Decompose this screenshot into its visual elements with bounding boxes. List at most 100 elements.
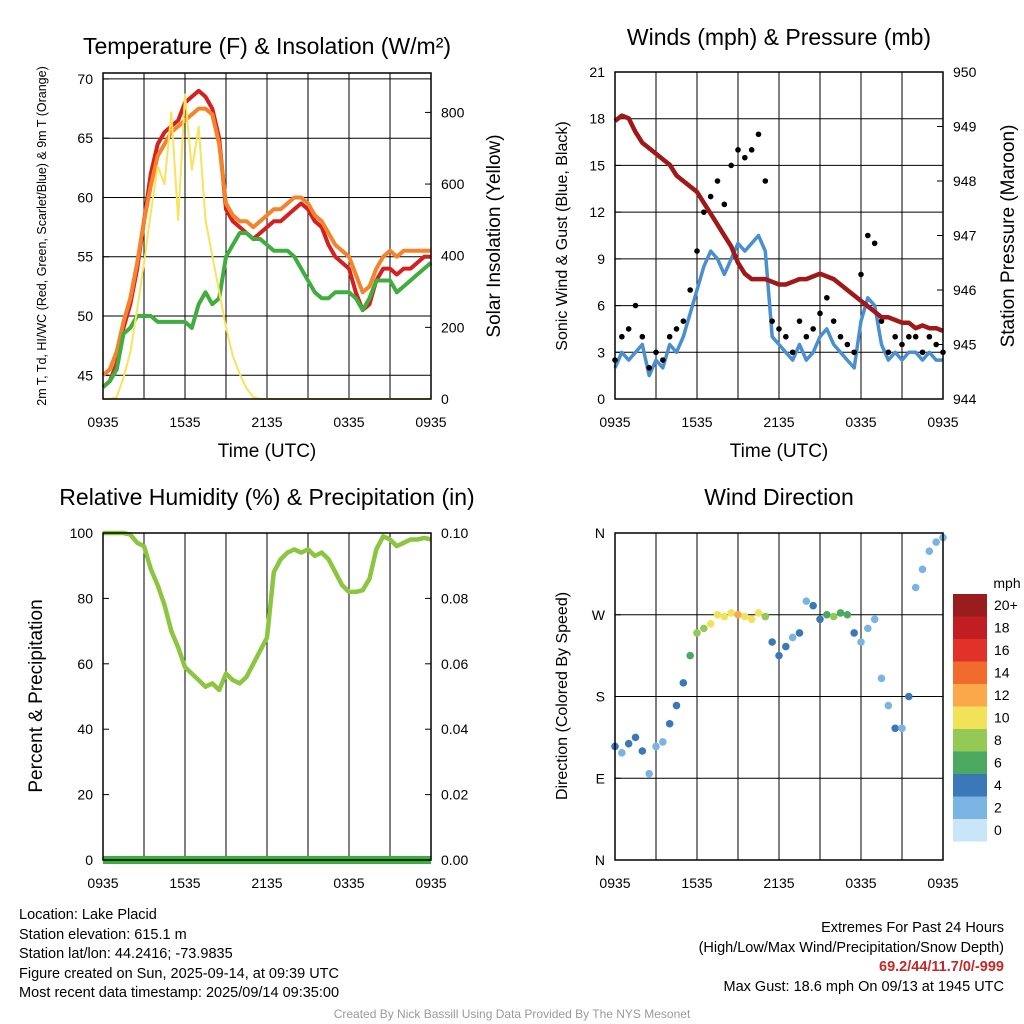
y-tick-label: 20 bbox=[77, 787, 93, 803]
legend-swatch bbox=[953, 706, 987, 729]
chart-title: Relative Humidity (%) & Precipitation (i… bbox=[59, 484, 474, 510]
panel-1: 0935 1535 2135 0335 0935 Temperature (F) & In… bbox=[35, 33, 505, 462]
gust-point bbox=[639, 333, 646, 340]
y-tick-label: W bbox=[592, 607, 606, 623]
panel-4: 0935 1535 2135 0335 0935 Wind Direction N E S W N D… bbox=[554, 484, 1021, 891]
y-tick-label: 80 bbox=[77, 590, 93, 606]
elevation-label: Station elevation: 615.1 m bbox=[19, 926, 187, 943]
gust-point bbox=[817, 310, 823, 317]
y-tick-label: N bbox=[595, 852, 605, 868]
direction-point bbox=[624, 739, 633, 748]
direction-point bbox=[727, 609, 735, 617]
chart-title: Winds (mph) & Pressure (mb) bbox=[627, 24, 931, 50]
gust-point bbox=[885, 349, 892, 356]
x-tick-label: 0935 bbox=[599, 414, 630, 430]
y2-tick-label: 0.02 bbox=[441, 787, 468, 803]
direction-point bbox=[870, 615, 879, 624]
legend-title: mph bbox=[993, 575, 1020, 591]
x-tick-label: 0935 bbox=[415, 414, 446, 430]
direction-point bbox=[877, 674, 886, 683]
y2-tick-label: 0.06 bbox=[441, 656, 468, 672]
x-tick-label: 1535 bbox=[681, 875, 712, 891]
legend-label: 0 bbox=[994, 822, 1002, 838]
created-label: Figure created on Sun, 2025-09-14, at 09… bbox=[19, 965, 339, 982]
y2-tick-label: 0 bbox=[441, 391, 449, 407]
direction-point bbox=[618, 749, 626, 757]
direction-point bbox=[659, 738, 667, 746]
legend-swatch bbox=[953, 639, 987, 662]
gust-point bbox=[912, 333, 919, 340]
gust-point bbox=[810, 326, 816, 332]
location-label: Location: Lake Placid bbox=[19, 907, 157, 923]
y2-tick-label: 0.04 bbox=[441, 721, 468, 737]
direction-point bbox=[809, 601, 817, 610]
y-tick-label: 70 bbox=[77, 71, 93, 87]
direction-point bbox=[720, 612, 729, 621]
direction-point bbox=[898, 724, 906, 733]
direction-point bbox=[802, 597, 811, 605]
gust-point bbox=[789, 349, 796, 356]
y2-tick-label: 949 bbox=[953, 119, 977, 135]
direction-point bbox=[925, 547, 934, 555]
legend-swatch bbox=[953, 661, 987, 684]
direction-point bbox=[829, 612, 838, 621]
plot-frame bbox=[102, 532, 432, 861]
direction-point bbox=[911, 583, 920, 592]
gust-point bbox=[906, 333, 912, 340]
y2-tick-label: 0.00 bbox=[441, 852, 468, 868]
legend-label: 8 bbox=[994, 732, 1002, 748]
direction-point bbox=[741, 612, 749, 621]
gust-point bbox=[687, 287, 693, 293]
y2-tick-label: 948 bbox=[953, 173, 977, 189]
gust-point bbox=[762, 178, 769, 184]
gust-point bbox=[769, 318, 775, 324]
gust-point bbox=[728, 162, 734, 169]
direction-point bbox=[713, 610, 722, 619]
gust-point bbox=[783, 333, 789, 340]
legend-swatch bbox=[953, 819, 987, 842]
y-tick-label: 6 bbox=[597, 298, 605, 314]
gust-point bbox=[660, 357, 666, 363]
y-tick-label: 18 bbox=[589, 111, 605, 127]
x-tick-label: 2135 bbox=[251, 414, 282, 430]
y2-tick-label: 0.10 bbox=[441, 525, 468, 541]
direction-point bbox=[782, 642, 790, 651]
direction-point bbox=[857, 638, 865, 646]
y2-tick-label: 0.08 bbox=[441, 590, 468, 606]
gust-point bbox=[824, 294, 830, 301]
credit-line: Created By Nick Bassill Using Data Provi… bbox=[333, 1007, 691, 1021]
direction-point bbox=[672, 701, 681, 710]
direction-point bbox=[645, 769, 653, 778]
y2-tick-label: 600 bbox=[441, 176, 465, 192]
direction-point bbox=[693, 629, 701, 637]
gust-point bbox=[680, 318, 687, 324]
y-tick-label: 21 bbox=[589, 64, 605, 80]
legend-label: 20+ bbox=[994, 597, 1018, 613]
gust-point bbox=[653, 349, 659, 356]
y2-axis-label: Solar Insolation (Yellow) bbox=[484, 134, 505, 337]
x-tick-label: 2135 bbox=[251, 875, 282, 891]
gust-point bbox=[619, 333, 625, 340]
y2-tick-label: 944 bbox=[953, 391, 977, 407]
direction-point bbox=[686, 651, 694, 660]
x-tick-label: 0935 bbox=[599, 875, 630, 891]
gust-point bbox=[899, 341, 905, 348]
direction-point bbox=[768, 638, 776, 646]
x-tick-label: 2135 bbox=[763, 875, 794, 891]
gust-point bbox=[871, 240, 878, 247]
direction-point bbox=[652, 742, 660, 751]
gust-point bbox=[742, 154, 748, 161]
direction-point bbox=[754, 609, 763, 617]
plot-frame bbox=[102, 72, 432, 400]
y-tick-label: 65 bbox=[77, 130, 93, 146]
gust-point bbox=[844, 341, 851, 348]
gust-point bbox=[735, 147, 741, 153]
chart-title: Wind Direction bbox=[704, 484, 854, 510]
legend-label: 16 bbox=[994, 642, 1010, 658]
y-tick-label: 60 bbox=[77, 189, 93, 205]
direction-point bbox=[905, 692, 913, 701]
y-tick-label: 50 bbox=[77, 308, 93, 324]
direction-point bbox=[734, 610, 742, 619]
station-info: Location: Lake Placid Station elevation:… bbox=[19, 906, 339, 1004]
series-line-sonic-wind bbox=[613, 233, 943, 378]
